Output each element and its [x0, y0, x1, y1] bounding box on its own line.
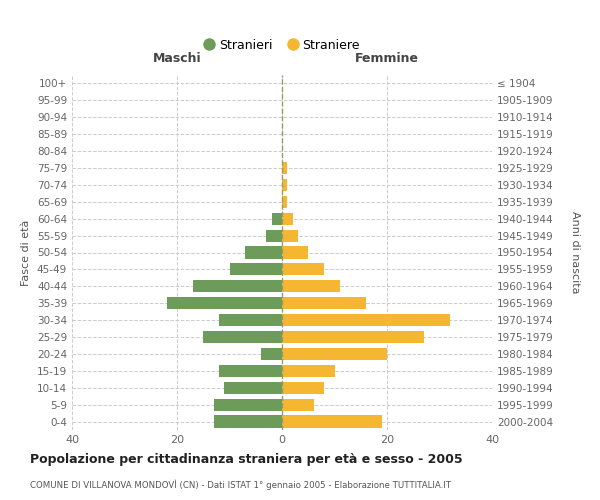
Bar [282, 246, 308, 258]
Bar [282, 416, 382, 428]
Bar [282, 212, 293, 225]
Bar [203, 331, 282, 343]
Bar [282, 314, 450, 326]
Text: Popolazione per cittadinanza straniera per età e sesso - 2005: Popolazione per cittadinanza straniera p… [30, 452, 463, 466]
Bar [282, 179, 287, 191]
Bar [261, 348, 282, 360]
Y-axis label: Anni di nascita: Anni di nascita [570, 211, 580, 294]
Bar [224, 382, 282, 394]
Bar [282, 264, 324, 276]
Bar [214, 398, 282, 410]
Bar [167, 297, 282, 310]
Text: Femmine: Femmine [355, 52, 419, 65]
Bar [282, 364, 335, 377]
Bar [282, 398, 314, 410]
Bar [245, 246, 282, 258]
Bar [282, 297, 366, 310]
Bar [219, 314, 282, 326]
Text: Maschi: Maschi [152, 52, 202, 65]
Legend: Stranieri, Straniere: Stranieri, Straniere [200, 35, 364, 56]
Bar [219, 364, 282, 377]
Bar [282, 331, 424, 343]
Bar [193, 280, 282, 292]
Bar [214, 416, 282, 428]
Bar [282, 230, 298, 241]
Bar [271, 212, 282, 225]
Bar [282, 382, 324, 394]
Bar [282, 348, 387, 360]
Y-axis label: Fasce di età: Fasce di età [22, 220, 31, 286]
Bar [282, 280, 340, 292]
Bar [282, 162, 287, 174]
Text: COMUNE DI VILLANOVA MONDOVÌ (CN) - Dati ISTAT 1° gennaio 2005 - Elaborazione TUT: COMUNE DI VILLANOVA MONDOVÌ (CN) - Dati … [30, 479, 451, 490]
Bar [282, 196, 287, 208]
Bar [266, 230, 282, 241]
Bar [229, 264, 282, 276]
